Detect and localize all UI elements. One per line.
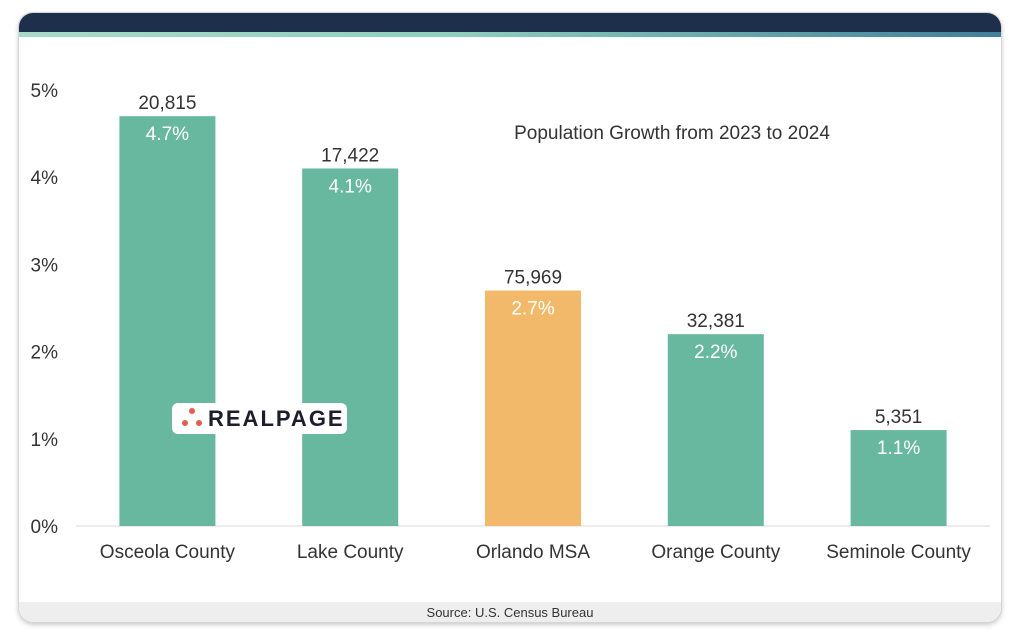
realpage-logo-icon xyxy=(178,403,206,434)
y-tick-label: 3% xyxy=(31,255,59,276)
bars: 20,815 4.7% Osceola County 17,422 4.1% Lake C… xyxy=(100,93,972,563)
bar xyxy=(850,430,947,526)
bar-count-label: 20,815 xyxy=(138,93,196,114)
bar-count-label: 5,351 xyxy=(875,407,923,428)
bar-value-label: 2.2% xyxy=(694,342,737,363)
x-tick-label: Orlando MSA xyxy=(476,542,590,563)
header-band xyxy=(19,13,1001,32)
bar xyxy=(119,116,216,526)
y-axis-ticks: 0% 1% 2% 3% 4% 5% xyxy=(31,81,59,538)
footer-band xyxy=(19,602,1001,622)
x-tick-label: Osceola County xyxy=(100,542,236,563)
realpage-logo: REALPAGE xyxy=(172,403,347,434)
bar xyxy=(485,290,581,526)
realpage-logo-text: REALPAGE xyxy=(208,405,345,431)
bar xyxy=(667,334,764,526)
y-tick-label: 1% xyxy=(31,430,59,451)
accent-band xyxy=(19,32,1001,37)
x-tick-label: Lake County xyxy=(297,542,404,563)
x-tick-label: Orange County xyxy=(651,542,780,563)
y-tick-label: 2% xyxy=(31,343,59,364)
bar-value-label: 4.7% xyxy=(146,124,189,145)
y-tick-label: 5% xyxy=(31,81,59,102)
bar-count-label: 75,969 xyxy=(504,268,562,289)
source-note: Source: U.S. Census Bureau xyxy=(426,605,594,620)
chart-title: Population Growth from 2023 to 2024 xyxy=(514,123,830,144)
y-tick-label: 0% xyxy=(31,517,59,538)
y-tick-label: 4% xyxy=(31,168,59,189)
bar-count-label: 32,381 xyxy=(687,311,745,332)
bar-value-label: 4.1% xyxy=(329,176,372,197)
bar-value-label: 1.1% xyxy=(877,438,920,459)
bar xyxy=(302,168,399,527)
bar-value-label: 2.7% xyxy=(511,299,554,320)
bar-count-label: 17,422 xyxy=(321,145,379,166)
x-tick-label: Seminole County xyxy=(826,542,971,563)
